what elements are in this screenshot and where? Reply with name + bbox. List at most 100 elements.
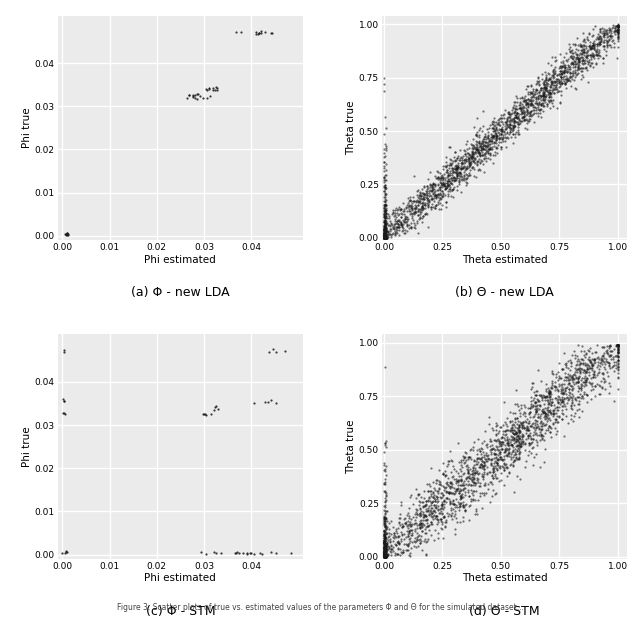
Point: [512, 419, 522, 429]
Point: [563, 55, 573, 65]
Point: [564, 366, 575, 376]
Point: [444, 494, 454, 504]
Point: [589, 358, 600, 368]
Point: [463, 491, 474, 501]
Point: [388, 536, 399, 546]
Point: [380, 551, 390, 561]
Point: [612, 361, 623, 371]
Point: [587, 41, 597, 51]
Point: [531, 98, 541, 108]
Point: [506, 451, 516, 461]
Point: [483, 148, 493, 158]
Point: [499, 113, 509, 123]
Point: [520, 411, 531, 421]
Point: [442, 461, 452, 471]
Point: [418, 509, 428, 519]
Point: [379, 233, 389, 243]
Point: [499, 127, 509, 137]
Point: [393, 544, 403, 554]
Point: [515, 474, 525, 484]
Point: [526, 88, 536, 97]
Point: [447, 482, 457, 492]
Point: [379, 533, 389, 543]
Point: [504, 119, 515, 129]
Point: [438, 512, 448, 522]
Point: [436, 186, 447, 196]
Point: [380, 533, 390, 543]
Point: [506, 434, 516, 444]
Point: [543, 388, 554, 397]
Point: [439, 496, 449, 505]
Point: [456, 492, 467, 502]
Point: [61, 230, 71, 240]
Point: [577, 66, 588, 76]
Point: [380, 233, 390, 243]
Point: [525, 428, 536, 438]
Point: [437, 170, 447, 180]
Point: [598, 27, 609, 37]
Point: [538, 91, 548, 101]
Point: [548, 88, 559, 98]
Point: [493, 463, 504, 473]
Point: [531, 79, 541, 89]
Point: [529, 423, 539, 433]
Point: [593, 357, 604, 367]
Point: [527, 419, 538, 428]
Point: [593, 360, 604, 369]
Point: [415, 522, 426, 532]
Point: [491, 129, 501, 138]
Point: [388, 530, 399, 540]
Point: [566, 361, 576, 371]
Point: [248, 398, 259, 408]
Point: [514, 422, 524, 432]
Point: [447, 504, 458, 514]
Point: [381, 548, 392, 558]
Point: [419, 189, 429, 199]
Point: [396, 500, 406, 510]
Point: [552, 402, 563, 412]
Point: [406, 196, 417, 206]
Point: [492, 435, 502, 445]
Point: [458, 517, 468, 527]
Point: [479, 168, 489, 178]
Point: [380, 232, 390, 242]
Point: [488, 425, 498, 435]
Point: [580, 377, 591, 387]
Point: [595, 389, 605, 399]
Point: [450, 506, 460, 516]
Point: [474, 165, 484, 175]
Point: [471, 478, 481, 488]
Point: [419, 189, 429, 199]
Point: [500, 435, 511, 445]
Point: [604, 40, 614, 50]
Point: [380, 551, 390, 561]
Point: [379, 526, 389, 536]
Point: [385, 229, 395, 238]
Point: [402, 214, 412, 224]
Point: [515, 422, 525, 432]
Point: [589, 43, 599, 53]
Point: [592, 39, 602, 48]
Point: [550, 84, 561, 94]
Point: [231, 27, 241, 37]
Point: [604, 27, 614, 37]
Point: [540, 89, 550, 99]
Point: [435, 504, 445, 514]
Point: [483, 454, 493, 464]
Point: [379, 233, 389, 243]
Point: [432, 185, 442, 195]
Point: [554, 381, 564, 391]
Point: [452, 162, 462, 172]
Point: [463, 156, 474, 166]
Point: [417, 206, 428, 215]
Point: [406, 214, 417, 224]
Point: [429, 171, 440, 181]
Point: [404, 206, 415, 215]
Point: [545, 407, 555, 417]
Point: [538, 435, 548, 445]
Point: [458, 173, 468, 183]
Point: [380, 550, 390, 560]
Point: [410, 509, 420, 519]
Point: [598, 32, 609, 42]
Point: [515, 442, 525, 451]
